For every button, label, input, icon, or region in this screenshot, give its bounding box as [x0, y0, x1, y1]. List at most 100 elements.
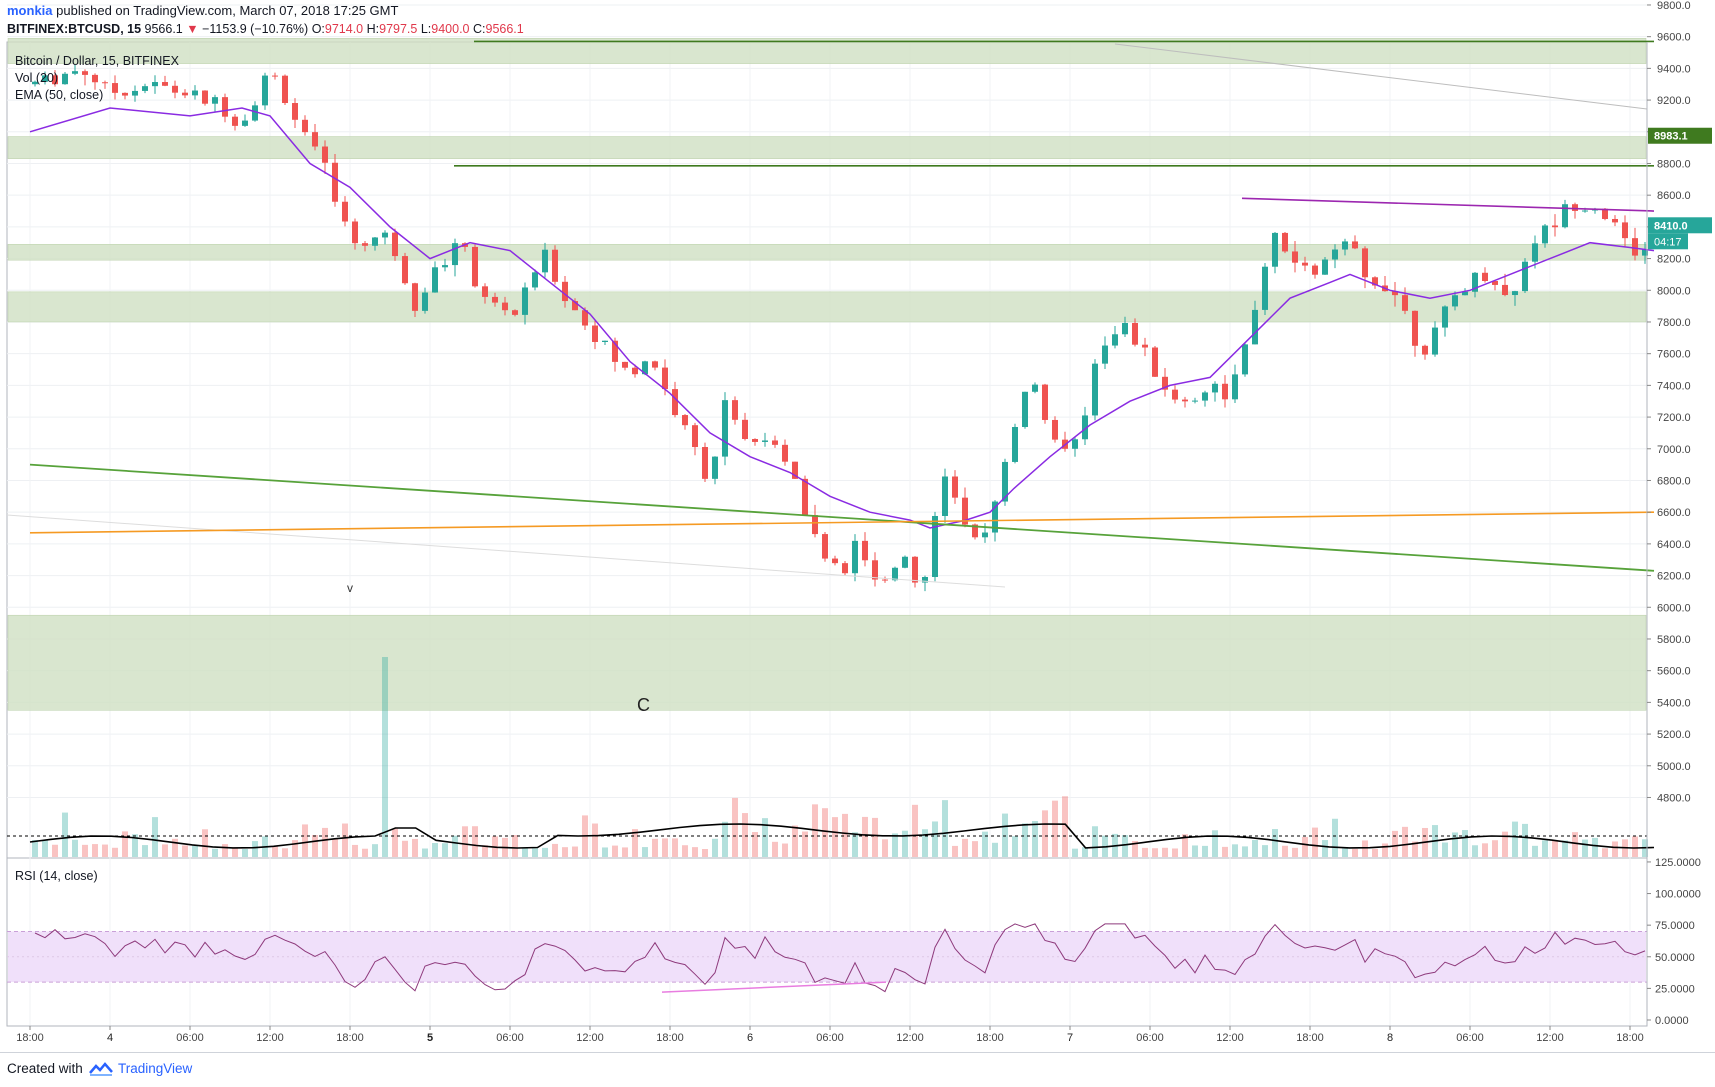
volume-bar [662, 838, 668, 857]
candle-body [52, 75, 58, 85]
candle-body [992, 501, 998, 533]
price-tick-label: 9400.0 [1657, 63, 1691, 75]
candle [1332, 244, 1338, 269]
candle [1012, 423, 1018, 464]
candle-body [622, 361, 628, 368]
volume-bar [1252, 839, 1258, 857]
candle [932, 511, 938, 582]
volume-bar [242, 848, 248, 857]
volume-bar [432, 843, 438, 857]
candle [1192, 397, 1198, 404]
candle [172, 80, 178, 99]
candle [1292, 240, 1298, 273]
volume-bar [1372, 848, 1378, 857]
volume-bar [992, 842, 998, 857]
volume-bar [1182, 834, 1188, 857]
candle [1372, 276, 1378, 289]
volume-bar [1192, 845, 1198, 857]
volume-bar [1302, 836, 1308, 857]
candle-body [72, 71, 78, 74]
candle-body [882, 579, 888, 581]
price-label-last-bg [1648, 217, 1712, 234]
candle [752, 438, 758, 446]
volume-bar [392, 828, 398, 857]
volume-bar [212, 848, 218, 857]
candle-body [282, 75, 288, 104]
candle [412, 282, 418, 318]
rsi-tick-label: 0.0000 [1655, 1015, 1689, 1027]
candle [532, 269, 538, 291]
candle [1222, 375, 1228, 408]
candle-body [1192, 400, 1198, 402]
volume-bar [332, 838, 338, 857]
volume-bar [452, 835, 458, 857]
candle [262, 72, 268, 110]
candle-body [172, 85, 178, 93]
symbol-name[interactable]: BITFINEX:BTCUSD, 15 [7, 22, 142, 36]
author-link[interactable]: monkia [7, 3, 53, 18]
candle-body [952, 476, 958, 498]
volume-bar [112, 847, 118, 857]
candle-body [122, 92, 128, 96]
candle [1142, 337, 1148, 357]
tradingview-link[interactable]: TradingView [118, 1061, 193, 1076]
candle [362, 241, 368, 252]
candle-body [132, 90, 138, 96]
candle [572, 298, 578, 311]
candle [1402, 287, 1408, 315]
candle [232, 114, 238, 131]
candle [42, 71, 48, 85]
candle-body [1012, 427, 1018, 462]
candle-body [472, 246, 478, 287]
annotation-c: C [637, 695, 650, 715]
candle [312, 124, 318, 151]
candle-body [762, 440, 768, 442]
chart-canvas[interactable]: 9800.09600.09400.09200.09000.08800.08600… [0, 0, 1715, 1052]
candle [762, 432, 768, 447]
candle-body [382, 232, 388, 238]
candle [1432, 321, 1438, 357]
candle-body [112, 83, 118, 93]
candle [442, 258, 448, 272]
candle [1442, 305, 1448, 337]
candle-body [642, 361, 648, 375]
time-tick-label: 18:00 [1296, 1032, 1324, 1044]
candle [272, 72, 278, 80]
volume-bar [82, 844, 88, 857]
price-tick-label: 9800.0 [1657, 0, 1691, 12]
candle-body [1262, 266, 1268, 310]
candle [382, 230, 388, 245]
volume-bar [532, 848, 538, 857]
price-tick-label: 9200.0 [1657, 95, 1691, 107]
symbol-line: BITFINEX:BTCUSD, 15 9566.1 ▼ −1153.9 (−1… [7, 22, 524, 36]
candle-body [182, 92, 188, 96]
candle-body [792, 461, 798, 479]
candle [1132, 318, 1138, 347]
candle-body [872, 560, 878, 580]
candle-body [822, 534, 828, 559]
candle [1472, 271, 1478, 298]
rsi-tick-label: 50.0000 [1655, 952, 1695, 964]
price-tick-label: 6400.0 [1657, 539, 1691, 551]
volume-bar [862, 816, 868, 857]
high-value: 9797.5 [379, 22, 418, 36]
volume-bar [132, 834, 138, 857]
volume-bar [1122, 835, 1128, 857]
time-tick-label: 06:00 [816, 1032, 844, 1044]
price-tick-label: 4800.0 [1657, 792, 1691, 804]
volume-bar [342, 823, 348, 857]
support-zone [7, 614, 1647, 711]
volume-bar [1542, 840, 1548, 857]
candle-body [502, 302, 508, 311]
candle [712, 456, 718, 485]
candle [1042, 383, 1048, 424]
volume-bar [1272, 829, 1278, 857]
candle-body [1442, 306, 1448, 328]
price-tick-label: 7400.0 [1657, 380, 1691, 392]
candle [332, 153, 338, 207]
candle-body [1482, 272, 1488, 282]
candle-body [1492, 281, 1498, 285]
volume-bar [1342, 848, 1348, 857]
candle-body [552, 249, 558, 282]
volume-bar [672, 838, 678, 857]
